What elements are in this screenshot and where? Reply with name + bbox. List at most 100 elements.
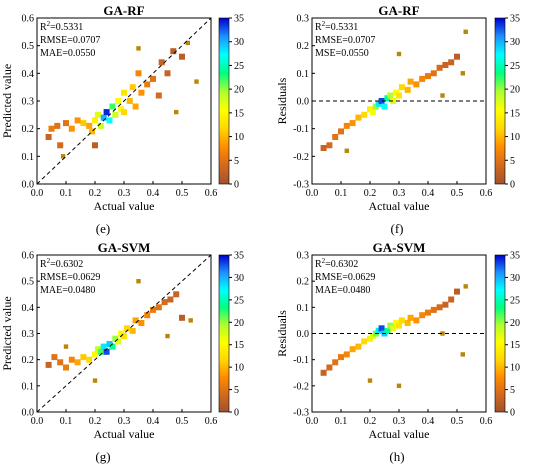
y-axis-label: Predicted value	[0, 64, 14, 138]
x-tick-label: 0.5	[451, 188, 464, 199]
scatter-point	[425, 309, 431, 316]
chart-title: GA-RF	[103, 3, 144, 18]
colorbar-tick-label: 10	[510, 132, 520, 143]
x-tick-label: 0.0	[31, 188, 44, 199]
scatter-point	[460, 352, 465, 357]
y-tick-label: 0.5	[22, 277, 35, 288]
scatter-point	[100, 114, 107, 121]
x-tick-label: 0.1	[60, 416, 73, 427]
stat-superscript: 2	[322, 257, 326, 265]
y-tick-label: 0.3	[22, 97, 35, 108]
scatter-point	[390, 325, 397, 332]
scatter-point	[413, 81, 420, 88]
scatter-point	[355, 343, 362, 350]
scatter-point	[398, 317, 405, 324]
y-tick-label: 0.1	[22, 381, 35, 392]
scatter-point	[378, 98, 385, 104]
scatter-point	[48, 125, 55, 132]
scatter-point	[89, 128, 96, 135]
colorbar-tick-label: 35	[510, 251, 520, 262]
x-tick-label: 0.2	[364, 416, 377, 427]
scatter-point	[326, 364, 333, 371]
scatter-point	[396, 322, 402, 329]
scatter-point	[92, 117, 98, 124]
scatter-point	[138, 320, 145, 326]
y-axis-label: Predicted value	[0, 296, 14, 370]
scatter-point	[440, 93, 445, 98]
scatter-point	[54, 122, 61, 129]
scatter-point	[136, 46, 141, 51]
colorbar-tick-label: 10	[510, 363, 520, 374]
scatter-point	[419, 312, 426, 319]
colorbar-tick-label: 35	[234, 14, 244, 25]
y-tick-label: -0.3	[293, 180, 309, 191]
colorbar-tick-label: 0	[234, 180, 239, 191]
scatter-point	[387, 92, 394, 99]
colorbar-tick-label: 15	[510, 108, 520, 119]
stat-line: R2=0.6302	[40, 257, 83, 270]
scatter-point	[332, 134, 339, 140]
scatter-point	[132, 317, 139, 324]
scatter-point	[355, 114, 362, 121]
scatter-point	[167, 296, 174, 303]
stat-text: =0.5331	[50, 22, 83, 33]
scatter-point	[132, 103, 139, 110]
chart-title: GA-SVM	[373, 240, 426, 255]
scatter-point	[126, 98, 133, 104]
y-tick-label: -0.2	[293, 152, 309, 163]
chart-title: GA-SVM	[98, 240, 151, 255]
colorbar	[494, 254, 506, 413]
scatter-point	[384, 327, 391, 334]
stat-superscript: 2	[322, 20, 326, 28]
y-tick-label: 0.3	[297, 14, 310, 25]
scatter-point	[158, 59, 165, 66]
scatter-point	[103, 348, 110, 355]
scatter-point	[136, 279, 141, 284]
colorbar-tick-label: 20	[234, 85, 244, 96]
x-tick-label: 0.4	[147, 416, 160, 427]
scatter-point	[361, 338, 368, 345]
colorbar-tick-label: 25	[510, 61, 520, 72]
y-tick-label: 0.0	[22, 408, 35, 419]
scatter-point	[63, 344, 69, 349]
scatter-point	[80, 354, 87, 361]
scatter-point	[60, 154, 66, 159]
x-axis-label: Actual value	[94, 199, 155, 213]
scatter-point	[115, 338, 122, 345]
scatter-point	[344, 148, 349, 153]
panel-h: 0.0 0.1 0.2 0.3 0.4 0.5 0.6 -0.3 -0.2 -0.1 0.0 0.1 0…	[275, 240, 520, 464]
scatter-point	[155, 304, 162, 311]
scatter-point	[343, 351, 350, 358]
x-tick-label: 0.5	[451, 416, 464, 427]
scatter-point	[92, 142, 98, 149]
scatter-point	[396, 383, 402, 388]
scatter-point	[57, 142, 64, 149]
stat-line: R2=0.5331	[315, 20, 358, 33]
scatter-point	[436, 64, 443, 71]
scatter-point	[440, 331, 445, 336]
scatter-point	[74, 359, 81, 366]
colorbar-tick-label: 30	[234, 37, 244, 48]
x-tick-label: 0.1	[335, 416, 348, 427]
scatter-point	[369, 109, 376, 116]
y-tick-label: 0.0	[22, 180, 35, 191]
panel-e: 0.0 0.1 0.2 0.3 0.4 0.5 0.6 0.0 0.1 0.2 0.3 0.4 0.5 0…	[0, 3, 244, 236]
scatter-point	[144, 81, 151, 88]
panel-g: 0.0 0.1 0.2 0.3 0.4 0.5 0.6 0.0 0.1 0.2 0.3 0.4 0.5 0…	[0, 240, 244, 464]
scatter-point	[390, 98, 397, 104]
colorbar-tick-label: 15	[510, 340, 520, 351]
y-tick-label: -0.1	[293, 124, 309, 135]
y-tick-label: 0.5	[22, 41, 35, 52]
y-tick-label: 0.2	[297, 277, 310, 288]
x-tick-label: 0.0	[306, 188, 319, 199]
x-tick-label: 0.1	[335, 188, 348, 199]
stat-line: MSE=0.0550	[315, 48, 369, 59]
scatter-point	[338, 128, 344, 135]
stat-superscript: 2	[47, 20, 51, 28]
scatter-point	[80, 120, 87, 127]
colorbar-tick-label: 5	[234, 385, 239, 396]
scatter-point	[320, 369, 327, 376]
scatter-point	[68, 125, 75, 132]
colorbar-tick-label: 5	[234, 156, 239, 167]
